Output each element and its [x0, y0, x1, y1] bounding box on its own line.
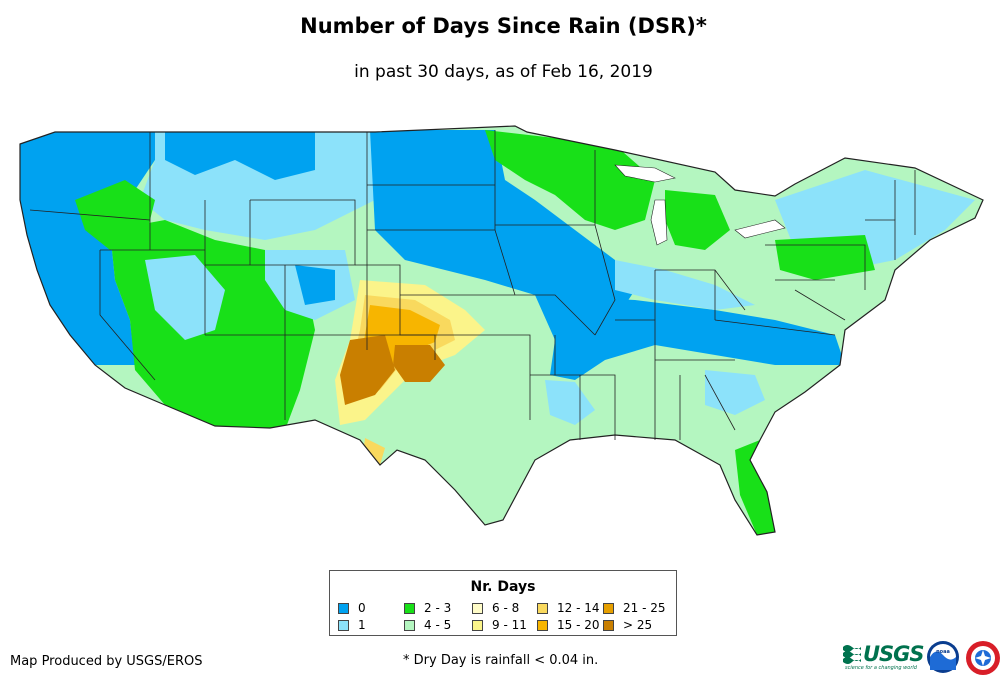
- legend-label: 15 - 20: [557, 618, 600, 632]
- legend-item: 21 - 25: [603, 601, 666, 615]
- map-shading: [20, 126, 983, 535]
- legend-label: 9 - 11: [492, 618, 527, 632]
- legend-item: 15 - 20: [537, 618, 600, 632]
- legend-swatch: [338, 619, 349, 631]
- us-outline: [19, 125, 984, 536]
- noaa-wordmark: noaa: [936, 649, 950, 655]
- legend-swatch: [537, 602, 548, 614]
- legend-label: 2 - 3: [424, 601, 452, 615]
- legend-item: 9 - 11: [472, 618, 527, 632]
- legend-item: 2 - 3: [404, 601, 451, 615]
- usgs-tagline: science for a changing world: [845, 665, 917, 671]
- legend-label: 12 - 14: [557, 601, 600, 615]
- map-credit: Map Produced by USGS/EROS: [10, 654, 203, 669]
- legend-item: > 25: [603, 618, 652, 632]
- usgs-logo: USGS: [843, 642, 925, 666]
- agency-logos: USGS science for a changing world noaa: [843, 638, 1003, 678]
- legend-item: 1: [338, 618, 366, 632]
- legend-swatch: [537, 619, 548, 631]
- footnote: * Dry Day is rainfall < 0.04 in.: [403, 653, 599, 668]
- map-subtitle: in past 30 days, as of Feb 16, 2019: [354, 62, 653, 82]
- legend-item: 4 - 5: [404, 618, 451, 632]
- legend-swatch: [472, 602, 483, 614]
- state-borders: [29, 130, 916, 440]
- legend-label: 21 - 25: [623, 601, 666, 615]
- legend-swatch: [603, 602, 614, 614]
- legend-swatch: [603, 619, 614, 631]
- legend-swatch: [472, 619, 483, 631]
- dsr-map: [19, 125, 984, 536]
- legend-label: > 25: [623, 618, 653, 632]
- legend-item: 12 - 14: [537, 601, 600, 615]
- nws-logo-icon: [966, 641, 1000, 675]
- legend-swatch: [404, 602, 415, 614]
- legend-label: 6 - 8: [492, 601, 520, 615]
- usgs-wordmark: USGS: [863, 642, 925, 666]
- legend-title: Nr. Days: [470, 579, 536, 595]
- legend-label: 0: [358, 601, 366, 615]
- legend-item: 6 - 8: [472, 601, 519, 615]
- legend-swatch: [338, 602, 349, 614]
- usgs-mark-icon: [843, 645, 861, 664]
- map-title: Number of Days Since Rain (DSR)*: [300, 14, 707, 38]
- legend-swatch: [404, 619, 415, 631]
- legend-label: 4 - 5: [424, 618, 452, 632]
- legend-item: 0: [338, 601, 366, 615]
- noaa-logo-icon: noaa: [927, 641, 959, 673]
- legend-label: 1: [358, 618, 366, 632]
- legend: Nr. Days 0 1 2 - 3 4 - 5 6 - 8 9 - 11 12…: [329, 570, 677, 636]
